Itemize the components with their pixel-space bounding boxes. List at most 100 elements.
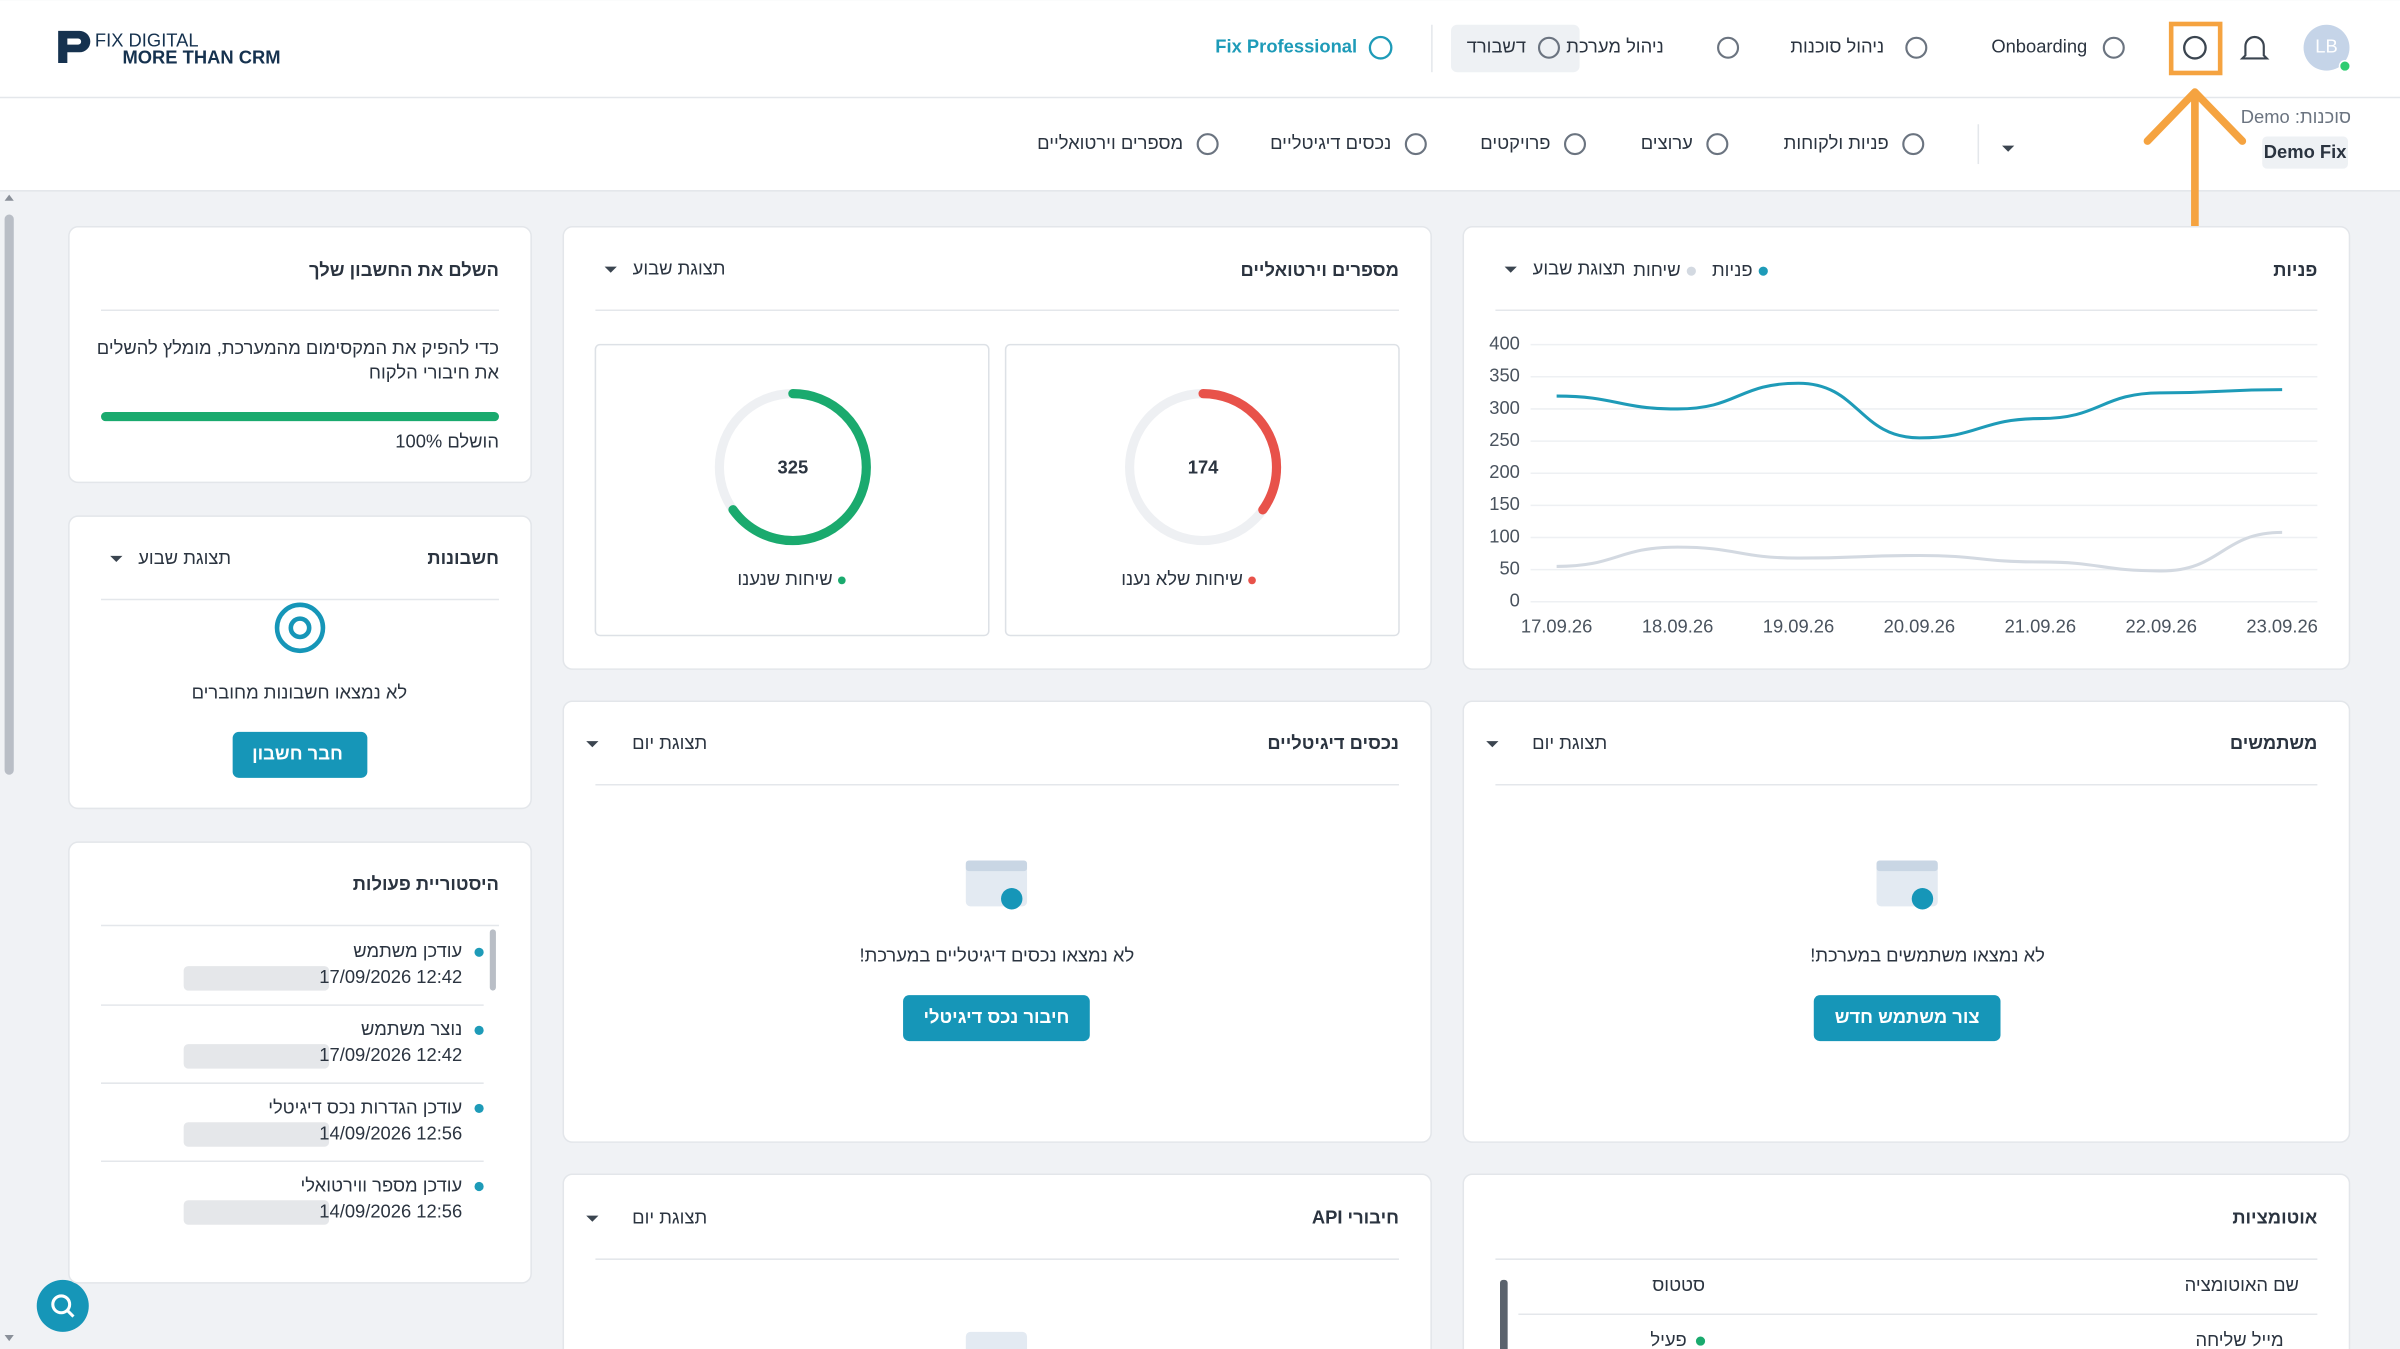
card xyxy=(68,515,532,810)
subnav-item[interactable]: פרויקטים xyxy=(1480,132,1550,153)
x-tick-label: 21.09.26 xyxy=(2005,616,2076,637)
view-dropdown[interactable]: תצוגת שבוע xyxy=(633,257,726,278)
nav-item[interactable]: ניהול מערכת xyxy=(1566,36,1663,57)
empty-icon xyxy=(1876,860,1938,872)
subnav-item[interactable]: נכסים דיגיטליים xyxy=(1270,132,1391,153)
blurred-user xyxy=(183,1044,330,1069)
top-bars xyxy=(0,0,2400,191)
cell: פעיל xyxy=(1650,1329,1686,1349)
icon xyxy=(1706,133,1729,156)
empty-icon xyxy=(965,860,1028,872)
bullet xyxy=(474,947,484,957)
view-dropdown[interactable]: תצוגת יום xyxy=(632,732,707,753)
bullet xyxy=(474,1181,484,1192)
card-title: מספרים וירטואליים xyxy=(1241,259,1399,280)
view-dropdown[interactable]: תצוגת שבוע xyxy=(138,547,231,568)
help-button[interactable] xyxy=(2183,35,2207,60)
caret xyxy=(586,741,599,748)
card-title: חיבורי API xyxy=(1312,1206,1399,1227)
y-tick-label: 0 xyxy=(1510,590,1520,611)
caret xyxy=(1486,741,1499,748)
status-dot xyxy=(2338,59,2352,73)
subnav-item[interactable]: מספרים וירטואליים xyxy=(1037,132,1183,153)
scrollbar xyxy=(1500,1279,1508,1349)
history-date: 14/09/2026 12:56 xyxy=(319,1200,462,1221)
empty-icon xyxy=(274,602,326,654)
icon xyxy=(1717,36,1740,59)
bullet xyxy=(474,1103,484,1114)
nav-item[interactable]: דשבורד xyxy=(1467,36,1526,57)
subnav-item[interactable]: פניות ולקוחות xyxy=(1784,132,1889,153)
empty-text: לא נמצאו חשבונות מחוברים xyxy=(192,681,408,702)
series-line xyxy=(1556,530,2283,573)
caret xyxy=(1504,266,1517,273)
logo-mark xyxy=(58,30,91,64)
subnav-item[interactable]: ערוצים xyxy=(1641,132,1693,153)
search-button[interactable] xyxy=(36,1279,89,1332)
blurred-user xyxy=(183,1122,330,1147)
card-title: נכסים דיגיטליים xyxy=(1267,732,1399,753)
history-date: 17/09/2026 12:42 xyxy=(319,1044,462,1065)
legend-label: פניות xyxy=(1712,259,1753,280)
card-title: השלם את החשבון שלך xyxy=(309,259,499,280)
agency: Demo Fix xyxy=(2264,141,2347,162)
icon xyxy=(1902,133,1925,156)
card-title: אוטומציות xyxy=(2232,1206,2317,1227)
y-tick-label: 350 xyxy=(1489,365,1520,386)
icon xyxy=(2102,36,2125,59)
button-label: צור משתמש חדש xyxy=(1835,1006,1980,1027)
highlight-box xyxy=(2168,21,2223,76)
nav-item[interactable]: ניהול סוכנות xyxy=(1790,36,1884,57)
legend-dot xyxy=(1686,266,1696,276)
view-dropdown[interactable]: תצוגת יום xyxy=(1532,732,1607,753)
caret xyxy=(110,555,123,562)
button-label: חיבור נכס דיגיטלי xyxy=(923,1006,1069,1027)
progress-bar xyxy=(101,412,499,422)
history-action: עודכן משתמש xyxy=(353,940,462,961)
blurred-user xyxy=(183,966,330,991)
icon xyxy=(1368,35,1393,60)
card-title: פניות xyxy=(2273,259,2317,280)
legend-dot xyxy=(1758,266,1768,276)
agency-pill[interactable] xyxy=(2262,136,2348,169)
gauge-value: 174 xyxy=(1188,456,1219,477)
search-icon xyxy=(51,1294,72,1315)
button[interactable] xyxy=(903,995,1090,1042)
x-tick-label: 17.09.26 xyxy=(1521,616,1592,637)
icon xyxy=(1404,133,1427,156)
icon xyxy=(1905,36,1928,59)
bullet xyxy=(474,1025,484,1035)
nav-active-bg[interactable] xyxy=(1451,24,1580,73)
bell-button[interactable] xyxy=(2239,35,2270,60)
icon xyxy=(1537,36,1560,59)
nav-item[interactable]: Onboarding xyxy=(1991,36,2087,57)
empty-icon xyxy=(965,1331,1028,1349)
blurred-user xyxy=(183,1200,330,1225)
icon xyxy=(1563,133,1587,156)
card-title: משתמשים xyxy=(2230,732,2317,753)
gauge-arc xyxy=(714,389,871,546)
nav-item[interactable]: Fix Professional xyxy=(1215,36,1357,57)
view-dropdown[interactable]: תצוגת יום xyxy=(632,1206,707,1227)
caret xyxy=(586,1215,599,1222)
search-icon xyxy=(66,1309,75,1318)
description: את חיבורי הלקוח xyxy=(369,362,500,383)
view-dropdown[interactable]: תצוגת שבוע xyxy=(1533,257,1626,278)
stat-box xyxy=(594,343,990,637)
card xyxy=(1462,1173,2351,1349)
history-date: 17/09/2026 12:42 xyxy=(319,966,462,987)
empty-icon-badge xyxy=(1911,888,1934,910)
avatar[interactable] xyxy=(2303,24,2350,71)
avatar-initials: LB xyxy=(2315,36,2337,57)
x-tick-label: 23.09.26 xyxy=(2246,616,2317,637)
history-action: נוצר משתמש xyxy=(361,1018,462,1039)
button[interactable] xyxy=(232,731,368,778)
button[interactable] xyxy=(1813,995,2001,1042)
button-label: חבר חשבון xyxy=(252,743,343,764)
caret xyxy=(604,266,617,273)
card-title: היסטוריית פעולות xyxy=(353,873,499,894)
empty-icon xyxy=(288,616,312,640)
cell: מייל שליחה xyxy=(2195,1329,2283,1349)
progress-label: 100% הושלם xyxy=(395,430,499,451)
y-tick-label: 150 xyxy=(1489,493,1520,514)
